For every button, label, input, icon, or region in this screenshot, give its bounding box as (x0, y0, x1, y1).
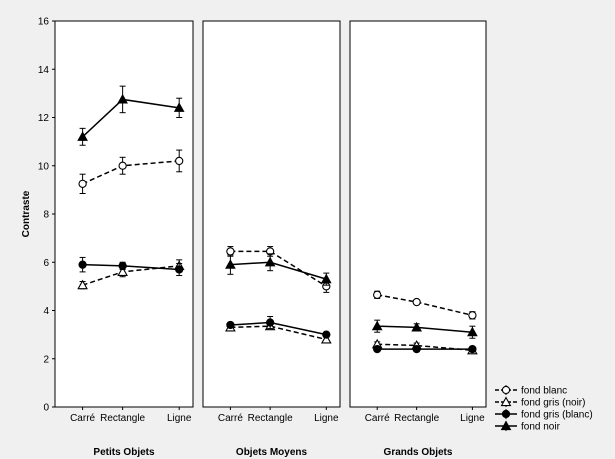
legend-label: fond gris (blanc) (521, 410, 593, 421)
data-point (412, 297, 421, 307)
data-point (373, 344, 382, 354)
y-tick-label: 2 (43, 354, 49, 365)
data-point (78, 179, 87, 188)
x-tick-label: Rectangle (248, 413, 293, 424)
data-point (468, 311, 477, 320)
data-point (226, 247, 235, 256)
x-tick-label: Carré (365, 413, 390, 424)
data-point (77, 131, 88, 141)
y-tick-label: 8 (43, 210, 49, 221)
x-tick-label: Ligne (460, 413, 485, 424)
data-point (173, 102, 185, 112)
series-layer (77, 85, 478, 355)
x-tick-label: Rectangle (100, 413, 145, 424)
x-tick-label: Ligne (314, 413, 339, 424)
data-point (411, 321, 422, 332)
data-point (468, 344, 477, 354)
y-tick-label: 0 (43, 403, 49, 414)
data-point (373, 290, 382, 299)
data-point (117, 93, 128, 104)
y-tick-label: 16 (38, 17, 50, 28)
data-point (265, 318, 275, 327)
x-tick-label: Carré (70, 413, 95, 424)
data-point (175, 265, 184, 274)
y-tick-label: 6 (43, 258, 49, 269)
series-line (230, 250, 327, 288)
x-tick-label: Ligne (167, 413, 192, 424)
legend-label: fond blanc (521, 386, 567, 397)
data-point (226, 320, 235, 330)
data-point (78, 260, 87, 269)
x-tick-label: Carré (218, 413, 243, 424)
data-point (412, 344, 421, 354)
y-tick-label: 10 (38, 161, 50, 172)
data-point (467, 326, 478, 337)
panel-frame (202, 20, 341, 408)
panel-frame (54, 20, 194, 408)
y-tick-label: 12 (38, 113, 50, 124)
label-layer: 0 2 4 6 8 10 12 14 16 Carré Rectangle Ligne Petits O… (38, 17, 485, 459)
y-axis-title: Contraste (21, 190, 32, 237)
data-point (175, 156, 184, 166)
data-point (77, 279, 88, 290)
x-tick-label: Rectangle (394, 413, 439, 424)
legend-marker (501, 409, 511, 419)
legend-label: fond gris (noir) (521, 398, 585, 409)
data-point (225, 259, 236, 269)
panel-title: Petits Objets (93, 447, 155, 458)
panel-title: Objets Moyens (236, 447, 308, 458)
data-point (118, 261, 127, 271)
data-point (320, 333, 332, 344)
data-point (118, 161, 127, 170)
y-tick-label: 14 (38, 65, 50, 76)
data-point (264, 256, 276, 267)
y-tick-label: 4 (43, 306, 49, 317)
panel-title: Grands Objets (384, 447, 453, 458)
legend-marker (501, 385, 511, 395)
data-point (320, 273, 332, 284)
data-point (371, 320, 383, 331)
data-point (322, 330, 331, 339)
legend-marker (500, 396, 512, 407)
legend-marker (500, 420, 512, 431)
legend-label: fond noir (521, 422, 561, 433)
data-point (117, 266, 128, 276)
